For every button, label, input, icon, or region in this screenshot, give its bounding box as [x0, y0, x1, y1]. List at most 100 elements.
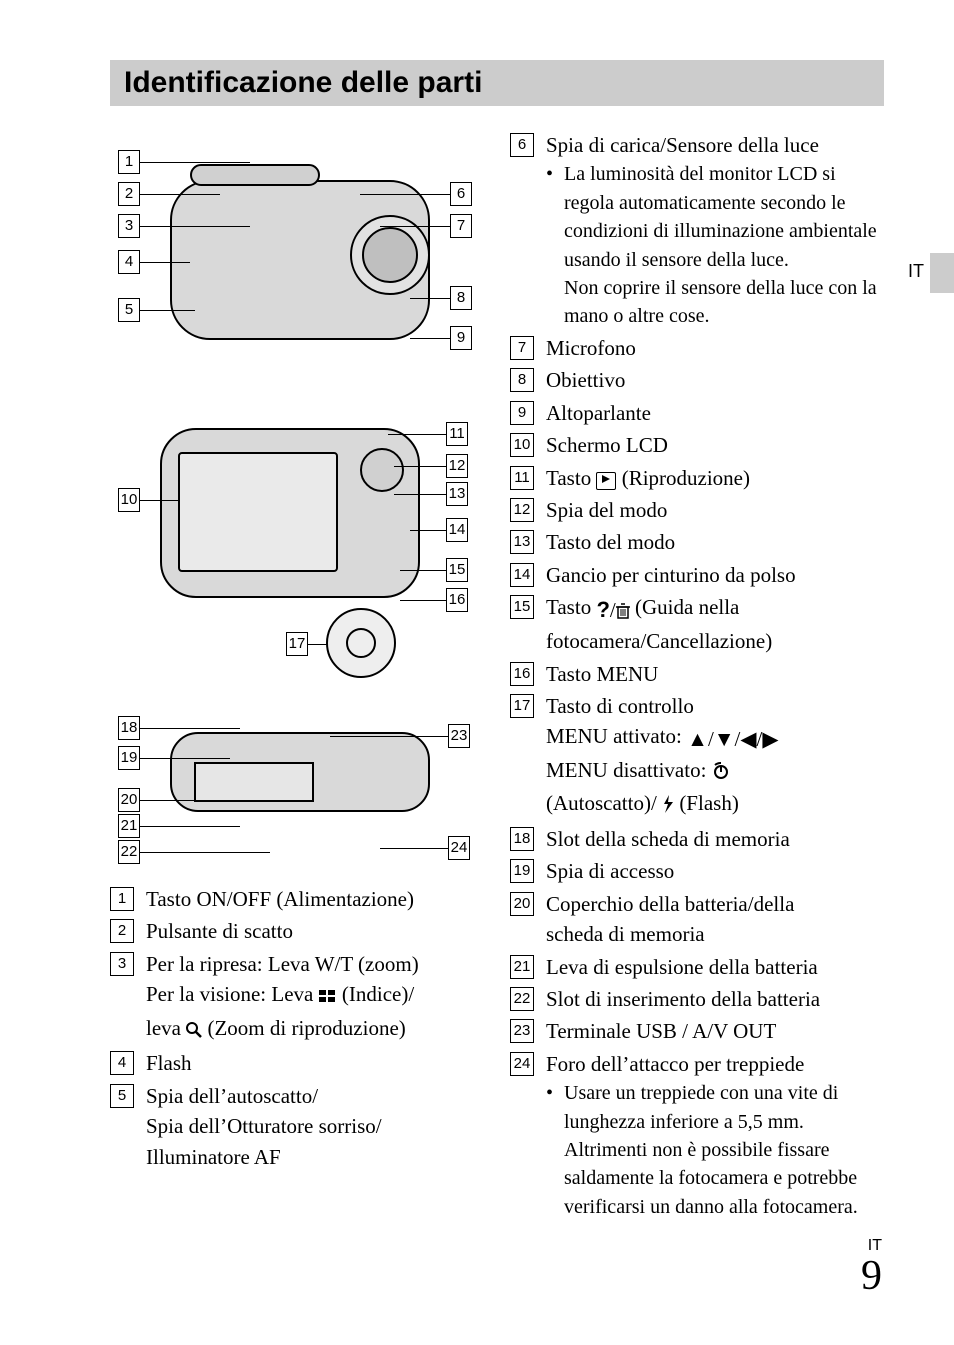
item-text: Spia dell’autoscatto/Spia dell’Otturator… — [146, 1084, 382, 1169]
index-icon — [319, 982, 337, 1012]
parts-item-16: 16Tasto MENU — [510, 659, 884, 689]
diagram-rear-view: 10 11 12 13 14 15 16 17 — [110, 408, 480, 688]
callout-7: 7 — [450, 214, 472, 238]
item-text: Leva di espulsione della batteria — [546, 955, 818, 979]
item-text: Microfono — [546, 336, 636, 360]
item-notes: La luminosità del monitor LCD si regola … — [546, 160, 884, 330]
item-text: Slot della scheda di memoria — [546, 827, 790, 851]
parts-item-1: 1 Tasto ON/OFF (Alimentazione) — [110, 884, 480, 914]
callout-3: 3 — [118, 214, 140, 238]
item-number: 20 — [510, 892, 534, 916]
parts-item-12: 12 Spia del modo — [510, 495, 884, 525]
parts-list-right: 6Spia di carica/Sensore della luceLa lum… — [510, 130, 884, 1221]
item-text: Spia del modo — [546, 498, 667, 522]
item-number: 5 — [110, 1084, 134, 1108]
footer-page: 9 — [861, 1253, 882, 1299]
callout-1: 1 — [118, 150, 140, 174]
parts-item-5: 5 Spia dell’autoscatto/Spia dell’Otturato… — [110, 1081, 480, 1172]
parts-list-left: 1 Tasto ON/OFF (Alimentazione) 2 Pulsante d… — [110, 884, 480, 1172]
parts-item-24: 24Foro dell’attacco per treppiedeUsare u… — [510, 1049, 884, 1221]
parts-item-10: 10 Schermo LCD — [510, 430, 884, 460]
item-text: Gancio per cinturino da polso — [546, 563, 796, 587]
help-trash-icon: ?/ — [596, 594, 629, 626]
page-footer: IT 9 — [861, 1237, 882, 1297]
item-number: 4 — [110, 1051, 134, 1075]
callout-2: 2 — [118, 182, 140, 206]
callout-16: 16 — [446, 588, 468, 612]
item-number: 16 — [510, 662, 534, 686]
parts-item-6: 6Spia di carica/Sensore della luceLa lum… — [510, 130, 884, 331]
item-number: 18 — [510, 827, 534, 851]
callout-8: 8 — [450, 286, 472, 310]
item-number: 8 — [510, 368, 534, 392]
item-text: Tasto (Riproduzione) — [546, 466, 750, 490]
play-icon — [596, 472, 616, 490]
callout-23: 23 — [448, 724, 470, 748]
parts-item-17: 17 Tasto di controlloMENU attivato: ▲/▼/◀… — [510, 691, 884, 822]
right-column: 6Spia di carica/Sensore della luceLa lum… — [510, 130, 884, 1223]
magnify-icon — [186, 1016, 202, 1046]
callout-10: 10 — [118, 488, 140, 512]
selftimer-icon — [712, 758, 730, 788]
callout-12: 12 — [446, 454, 468, 478]
item-text: Tasto di controlloMENU attivato: ▲/▼/◀/▶… — [546, 694, 779, 815]
callout-5: 5 — [118, 298, 140, 322]
item-number: 10 — [510, 433, 534, 457]
item-text: Flash — [146, 1051, 192, 1075]
item-note: Usare un treppiede con una vite di lungh… — [546, 1079, 884, 1221]
callout-13: 13 — [446, 482, 468, 506]
arrows-icon: ▲/▼/◀/▶ — [687, 724, 778, 754]
item-text: Coperchio della batteria/dellascheda di … — [546, 892, 794, 946]
parts-item-23: 23Terminale USB / A/V OUT — [510, 1016, 884, 1046]
flash-icon — [662, 791, 674, 821]
item-number: 13 — [510, 530, 534, 554]
item-number: 9 — [510, 401, 534, 425]
parts-item-20: 20 Coperchio della batteria/dellascheda d… — [510, 889, 884, 950]
parts-item-13: 13 Tasto del modo — [510, 527, 884, 557]
section-heading: Identificazione delle parti — [124, 66, 482, 99]
item-text: Tasto ON/OFF (Alimentazione) — [146, 887, 414, 911]
left-column: 1 2 3 4 5 6 7 8 9 — [110, 130, 480, 1223]
callout-22: 22 — [118, 840, 140, 864]
item-number: 12 — [510, 498, 534, 522]
parts-item-4: 4 Flash — [110, 1048, 480, 1078]
item-notes: Usare un treppiede con una vite di lungh… — [546, 1079, 884, 1221]
callout-18: 18 — [118, 716, 140, 740]
diagram-front-view: 1 2 3 4 5 6 7 8 9 — [110, 130, 480, 390]
parts-item-15: 15Tasto ?/ (Guida nellafotocamera/Cancel… — [510, 592, 884, 656]
item-text: Per la ripresa: Leva W/T (zoom)Per la vi… — [146, 952, 419, 1040]
item-number: 7 — [510, 336, 534, 360]
callout-11: 11 — [446, 422, 468, 446]
callout-20: 20 — [118, 788, 140, 812]
diagram-bottom-view: 18 19 20 21 22 23 24 — [110, 706, 480, 866]
item-text: Schermo LCD — [546, 433, 668, 457]
parts-item-11: 11 Tasto (Riproduzione) — [510, 463, 884, 493]
callout-21: 21 — [118, 814, 140, 838]
item-number: 1 — [110, 887, 134, 911]
callout-6: 6 — [450, 182, 472, 206]
parts-item-7: 7 Microfono — [510, 333, 884, 363]
callout-19: 19 — [118, 746, 140, 770]
parts-item-3: 3Per la ripresa: Leva W/T (zoom)Per la v… — [110, 949, 480, 1046]
item-number: 11 — [510, 466, 534, 490]
section-heading-bar: Identificazione delle parti — [110, 60, 884, 106]
item-number: 2 — [110, 919, 134, 943]
callout-4: 4 — [118, 250, 140, 274]
item-text: Tasto del modo — [546, 530, 675, 554]
callout-17: 17 — [286, 632, 308, 656]
item-note: La luminosità del monitor LCD si regola … — [546, 160, 884, 330]
content-columns: 1 2 3 4 5 6 7 8 9 — [110, 130, 884, 1223]
parts-item-22: 22Slot di inserimento della batteria — [510, 984, 884, 1014]
callout-24: 24 — [448, 836, 470, 860]
item-number: 17 — [510, 694, 534, 718]
item-text: Slot di inserimento della batteria — [546, 987, 820, 1011]
item-text: Pulsante di scatto — [146, 919, 293, 943]
item-number: 6 — [510, 133, 534, 157]
item-text: Terminale USB / A/V OUT — [546, 1019, 776, 1043]
item-text: Tasto ?/ (Guida nellafotocamera/Cancella… — [546, 595, 772, 653]
item-text: Altoparlante — [546, 401, 651, 425]
parts-item-8: 8Obiettivo — [510, 365, 884, 395]
item-text: Spia di accesso — [546, 859, 674, 883]
parts-item-9: 9 Altoparlante — [510, 398, 884, 428]
item-number: 21 — [510, 955, 534, 979]
